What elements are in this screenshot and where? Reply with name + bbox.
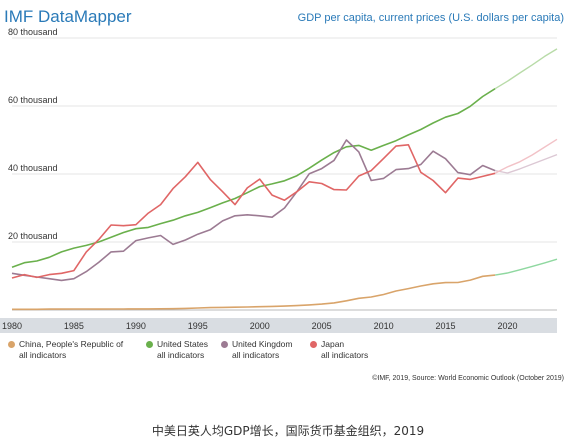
line-chart: 20 thousand 40 thousand 60 thousand 80 thou… <box>0 27 558 333</box>
y-tick-label: 60 thousand <box>8 95 58 105</box>
y-tick-label: 80 thousand <box>8 27 58 37</box>
series-line-china-people-s-republic-of <box>12 274 496 311</box>
chart-legend: China, People's Republic of all indicato… <box>8 339 388 371</box>
legend-sublabel-united-states: all indicators <box>157 350 205 360</box>
legend-label-united-kingdom: United Kingdom <box>232 339 293 349</box>
x-tick-label: 2000 <box>250 321 270 331</box>
chart-title: GDP per capita, current prices (U.S. dol… <box>297 12 564 24</box>
legend-label-china: China, People's Republic of <box>19 339 124 349</box>
app-title: IMF DataMapper <box>4 7 132 26</box>
y-tick-label: 20 thousand <box>8 231 58 241</box>
legend-label-united-states: United States <box>157 339 209 349</box>
series-projection-line-united-states <box>494 48 558 90</box>
legend-swatch-united-states <box>146 341 153 348</box>
x-axis-band <box>0 318 557 333</box>
legend-swatch-united-kingdom <box>221 341 228 348</box>
x-tick-label: 2015 <box>436 321 456 331</box>
x-tick-label: 1995 <box>188 321 208 331</box>
x-tick-label: 1990 <box>126 321 146 331</box>
series-line-united-states <box>11 88 496 268</box>
legend-sublabel-china: all indicators <box>19 350 67 360</box>
source-note: ©IMF, 2019, Source: World Economic Outlo… <box>372 375 564 382</box>
x-tick-label: 1980 <box>2 321 22 331</box>
legend-sublabel-united-kingdom: all indicators <box>232 350 280 360</box>
y-tick-label: 40 thousand <box>8 163 58 173</box>
x-tick-label: 2020 <box>497 321 517 331</box>
image-caption: 中美日英人均GDP增长，国际货币基金组织，2019 <box>151 424 425 438</box>
legend-sublabel-japan: all indicators <box>321 350 369 360</box>
x-tick-label: 2010 <box>374 321 394 331</box>
series-line-japan <box>11 144 496 279</box>
series-line-united-kingdom <box>11 139 496 282</box>
legend-label-japan: Japan <box>321 339 345 349</box>
series-projection-line-japan <box>494 138 558 174</box>
legend-swatch-china <box>8 341 15 348</box>
legend-swatch-japan <box>310 341 317 348</box>
series-projection-line-china-people-s-republic-of <box>494 258 558 276</box>
x-tick-label: 2005 <box>312 321 332 331</box>
x-tick-label: 1985 <box>64 321 84 331</box>
series-projection-line-united-kingdom <box>494 153 558 174</box>
